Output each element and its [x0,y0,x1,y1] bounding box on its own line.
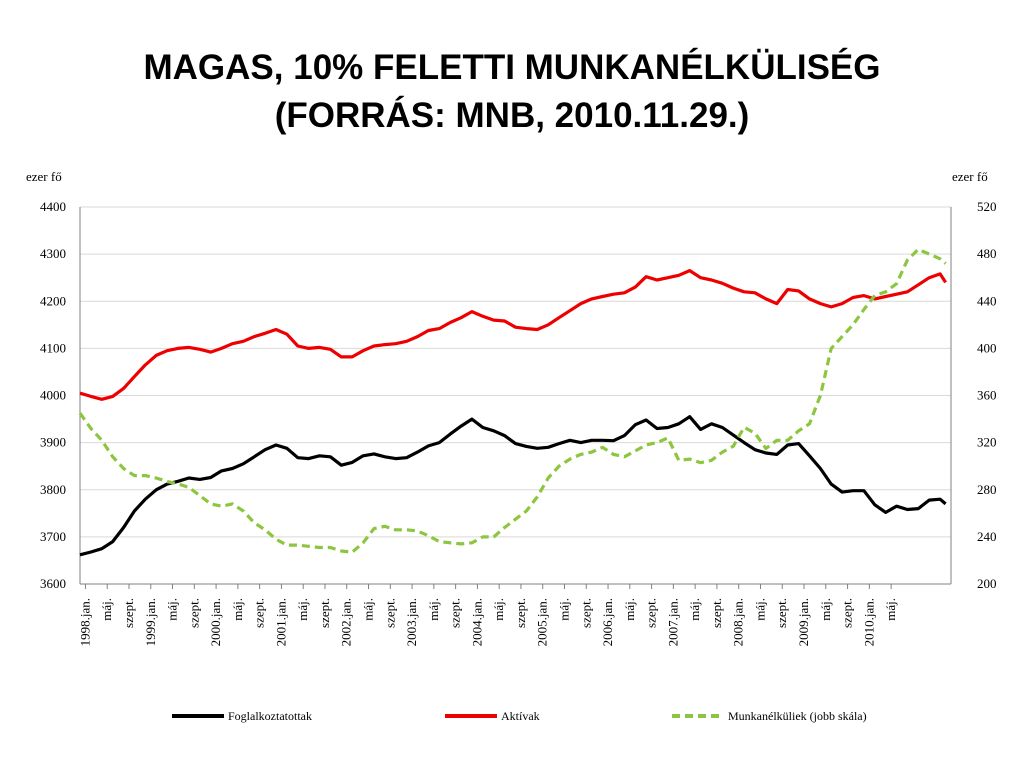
x-tick-label: 2002.jan. [339,598,354,646]
x-tick-label: máj. [230,598,245,621]
x-tick-label: szept. [513,598,528,628]
x-tick-label: máj. [556,598,571,621]
x-tick-label: máj. [622,598,637,621]
series-line [79,269,947,401]
x-tick-label: 2009.jan. [796,598,811,646]
x-tick-label: máj. [818,598,833,621]
x-tick-label: szept. [121,598,136,628]
x-tick-label: máj. [687,598,702,621]
y-left-tick-label: 4100 [40,340,66,355]
x-tick-label: máj. [491,598,506,621]
x-tick-label: 2006.jan. [600,598,615,646]
y-right-tick-label: 400 [977,340,997,355]
y-left-tick-label: 3600 [40,576,66,591]
y-right-tick-label: 360 [977,388,997,403]
series-lines [78,247,947,557]
x-tick-label: 2004.jan. [469,598,484,646]
y-left-unit-label: ezer fő [26,169,62,184]
y-right-tick-label: 280 [977,482,997,497]
x-tick-label: szept. [709,598,724,628]
x-tick-label: máj. [883,598,898,621]
legend-label: Aktívak [501,709,540,723]
legend-label: Munkanélküliek (jobb skála) [728,709,867,723]
y-right-tick-label: 520 [977,199,997,214]
x-tick-label: máj. [99,598,114,621]
axes: ezer fő ezer fő 3600 3700 3800 3900 4000 4100 42… [26,169,997,646]
y-right-tick-label: 320 [977,435,997,450]
x-tick-label: 1998.jan. [77,598,92,646]
y-left-tick-label: 3900 [40,435,66,450]
series-line [78,247,947,554]
y-left-tick-label: 3800 [40,482,66,497]
slide-title: MAGAS, 10% FELETTI MUNKANÉLKÜLISÉG (FORR… [0,44,1024,140]
x-tick-label: máj. [295,598,310,621]
x-tick-label: 2008.jan. [731,598,746,646]
y-left-tick-label: 4400 [40,199,66,214]
x-tick-label: szept. [840,598,855,628]
x-tick-label: 2005.jan. [535,598,550,646]
y-right-tick-label: 440 [977,293,997,308]
legend: Foglalkoztatottak Aktívak Munkanélküliek (… [172,709,867,723]
y-left-tick-label: 3700 [40,529,66,544]
series-line [79,415,947,557]
x-tick-label: 2000.jan. [208,598,223,646]
y-left-tick-label: 4000 [40,388,66,403]
x-tick-label: szept. [186,598,201,628]
y-right-tick-label: 200 [977,576,997,591]
x-tick-label: 2007.jan. [665,598,680,646]
x-tick-label: szept. [382,598,397,628]
x-tick-label: máj. [361,598,376,621]
x-tick-label: szept. [252,598,267,628]
x-tick-label: szept. [448,598,463,628]
x-tick-label: szept. [578,598,593,628]
x-tick-label: 1999.jan. [143,598,158,646]
x-tick-label: szept. [317,598,332,628]
slide-title-line-2: (FORRÁS: MNB, 2010.11.29.) [274,96,750,135]
slide-title-line-1: MAGAS, 10% FELETTI MUNKANÉLKÜLISÉG [143,48,881,87]
x-tick-label: szept. [644,598,659,628]
x-tick-label: máj. [752,598,767,621]
x-tick-label: máj. [165,598,180,621]
y-right-tick-label: 480 [977,246,997,261]
x-tick-label: 2003.jan. [404,598,419,646]
y-left-tick-label: 4300 [40,246,66,261]
x-tick-label: máj. [426,598,441,621]
x-tick-label: 2001.jan. [273,598,288,646]
legend-label: Foglalkoztatottak [228,709,312,723]
y-right-tick-label: 240 [977,529,997,544]
x-tick-label: szept. [774,598,789,628]
y-right-unit-label: ezer fő [952,169,988,184]
x-tick-label: 2010.jan. [861,598,876,646]
y-left-tick-label: 4200 [40,293,66,308]
